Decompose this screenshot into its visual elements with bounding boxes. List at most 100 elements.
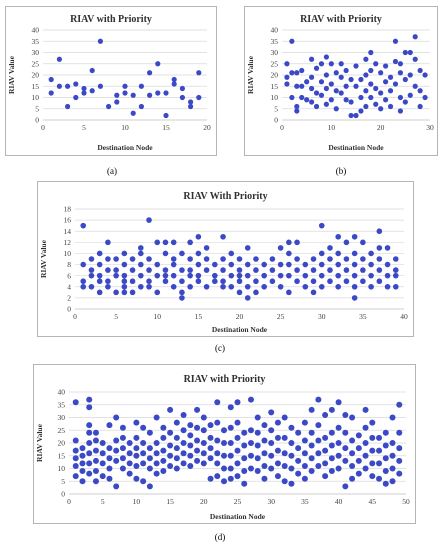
data-point [294,239,300,246]
data-point [328,429,335,436]
data-point [343,267,350,273]
data-point [268,427,275,434]
data-point [299,67,305,74]
data-point [80,222,87,229]
data-point [269,256,276,262]
data-point [315,422,322,429]
data-point [308,442,315,449]
data-point [88,256,95,262]
data-point [106,475,113,482]
data-point [187,442,194,449]
data-point [160,468,167,475]
data-point [236,272,243,279]
data-point [323,85,329,92]
data-point [147,70,153,76]
data-point [212,278,218,285]
data-point [389,465,396,472]
data-point [247,396,254,403]
data-point [417,103,423,110]
y-tick-label: 5 [35,104,39,113]
data-point [119,465,126,472]
data-point [351,283,358,290]
data-point [180,411,187,418]
data-point [422,72,428,78]
data-point [369,419,376,426]
data-point [228,261,235,268]
data-point [288,440,295,446]
y-tick-label: 15 [32,82,40,91]
data-point [221,452,228,459]
data-point [227,475,234,482]
data-point [368,261,374,268]
data-point [310,278,317,285]
data-point [389,478,396,485]
data-point [122,90,128,96]
data-point [146,256,152,262]
data-point [187,452,194,459]
data-point [382,480,389,487]
data-point [322,434,329,441]
data-point [353,112,359,119]
data-point [122,83,128,89]
data-point [121,283,128,290]
data-point [214,450,221,457]
data-point [351,295,358,301]
data-point [302,261,309,268]
y-tick-label: 8 [67,260,71,269]
data-point [180,440,187,446]
data-point [207,455,214,462]
data-point [368,81,374,87]
data-point [105,267,111,273]
data-point [261,450,268,457]
data-point [99,440,106,446]
data-point [247,452,254,459]
data-point [274,419,281,426]
data-point [96,278,103,285]
data-point [160,447,167,454]
data-point [80,261,87,268]
caption-c: (c) [215,343,225,353]
data-point [179,85,185,92]
data-point [207,422,214,429]
data-point [48,76,54,83]
data-point [392,58,399,65]
data-point [133,452,140,459]
y-tick-label: 16 [64,216,72,225]
data-point [179,94,185,101]
data-point [79,478,86,485]
data-point [195,233,202,240]
x-tick-label: 25 [234,497,242,506]
data-point [96,272,103,279]
data-point [214,419,221,426]
data-point [247,440,254,446]
data-point [369,447,376,454]
data-point [254,429,261,436]
x-tick-label: 15 [162,123,170,132]
data-point [384,283,391,290]
data-point [294,267,300,273]
scatter-chart-a: RIAV with Priority 0 5 10 15 20 25 30 35 40 0 5 10 15… [5,6,217,156]
data-point [342,457,349,464]
data-point [234,434,241,441]
data-point [214,399,221,406]
x-tick-label: 45 [369,497,377,506]
data-point [254,455,261,462]
data-point [412,34,418,40]
data-point [138,250,144,257]
data-point [333,106,339,112]
y-tick-label: 25 [271,59,279,68]
x-tick-label: 30 [267,497,275,506]
data-point [315,450,322,457]
data-point [318,272,325,279]
data-point [323,72,329,78]
data-point [318,250,325,257]
data-point [228,283,235,290]
data-point [160,457,167,464]
data-point [170,283,177,290]
data-point [72,437,79,444]
data-point [343,97,349,103]
data-point [140,450,147,457]
data-point [146,283,152,290]
y-tick-label: 25 [32,59,40,68]
y-tick-label: 0 [274,116,278,125]
